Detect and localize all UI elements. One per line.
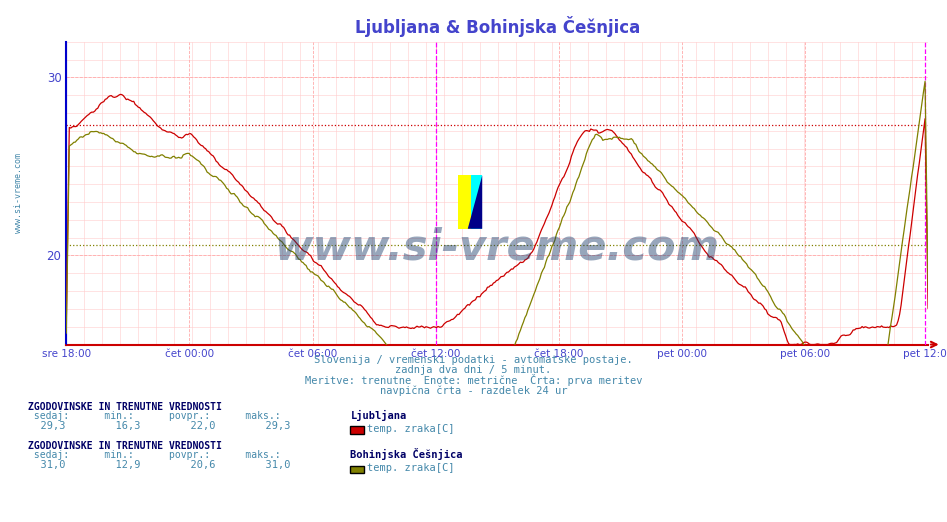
Text: Bohinjska Češnjica: Bohinjska Češnjica xyxy=(350,448,463,460)
Title: Ljubljana & Bohinjska Češnjica: Ljubljana & Bohinjska Češnjica xyxy=(354,16,640,38)
Text: sedaj:      min.:      povpr.:      maks.:: sedaj: min.: povpr.: maks.: xyxy=(28,411,281,421)
Polygon shape xyxy=(468,175,482,229)
Text: 29,3        16,3        22,0        29,3: 29,3 16,3 22,0 29,3 xyxy=(28,421,291,431)
Text: Slovenija / vremenski podatki - avtomatske postaje.: Slovenija / vremenski podatki - avtomats… xyxy=(314,355,633,365)
Text: 31,0        12,9        20,6        31,0: 31,0 12,9 20,6 31,0 xyxy=(28,460,291,470)
Text: sedaj:      min.:      povpr.:      maks.:: sedaj: min.: povpr.: maks.: xyxy=(28,450,281,460)
Text: navpična črta - razdelek 24 ur: navpična črta - razdelek 24 ur xyxy=(380,386,567,396)
Text: www.si-vreme.com: www.si-vreme.com xyxy=(275,227,720,269)
Text: ZGODOVINSKE IN TRENUTNE VREDNOSTI: ZGODOVINSKE IN TRENUTNE VREDNOSTI xyxy=(28,402,223,412)
Text: zadnja dva dni / 5 minut.: zadnja dva dni / 5 minut. xyxy=(396,365,551,375)
Text: www.si-vreme.com: www.si-vreme.com xyxy=(14,153,24,233)
Text: temp. zraka[C]: temp. zraka[C] xyxy=(367,464,455,473)
Text: Meritve: trenutne  Enote: metrične  Črta: prva meritev: Meritve: trenutne Enote: metrične Črta: … xyxy=(305,374,642,386)
FancyBboxPatch shape xyxy=(472,175,482,229)
Text: Ljubljana: Ljubljana xyxy=(350,410,406,421)
Text: ZGODOVINSKE IN TRENUTNE VREDNOSTI: ZGODOVINSKE IN TRENUTNE VREDNOSTI xyxy=(28,441,223,451)
FancyBboxPatch shape xyxy=(458,175,472,229)
Text: temp. zraka[C]: temp. zraka[C] xyxy=(367,424,455,434)
